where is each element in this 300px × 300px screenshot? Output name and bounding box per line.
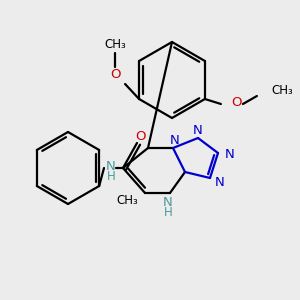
Text: N: N — [163, 196, 173, 209]
Text: N: N — [225, 148, 235, 161]
Text: CH₃: CH₃ — [116, 194, 138, 208]
Text: CH₃: CH₃ — [104, 38, 126, 52]
Text: O: O — [110, 68, 120, 82]
Text: N: N — [170, 134, 180, 146]
Text: CH₃: CH₃ — [271, 83, 293, 97]
Text: O: O — [135, 130, 145, 142]
Text: H: H — [164, 206, 172, 220]
Text: H: H — [106, 169, 116, 182]
Text: N: N — [215, 176, 225, 190]
Text: N: N — [106, 160, 116, 172]
Text: N: N — [193, 124, 203, 136]
Text: O: O — [232, 95, 242, 109]
